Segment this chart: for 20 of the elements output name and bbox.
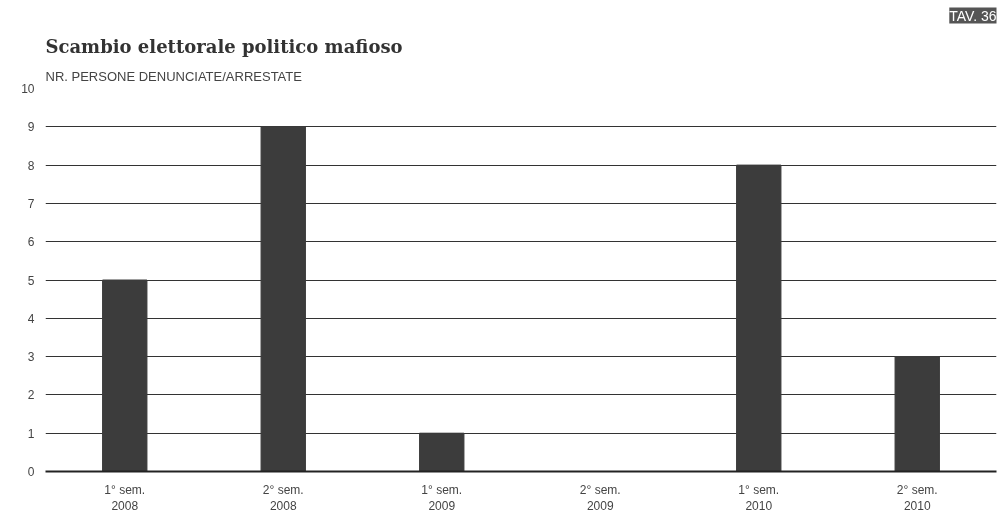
x-tick-label: 2° sem. 2010 [896, 482, 938, 514]
y-tick-label: 3 [27, 350, 35, 365]
x-tick-label: 2° sem. 2008 [262, 482, 304, 514]
y-tick-label: 7 [27, 196, 35, 211]
chart-subtitle: NR. PERSONE DENUNCIATE/ARRESTATE [45, 68, 303, 84]
y-tick-label: 8 [27, 158, 35, 173]
y-tick-label: 4 [27, 311, 35, 326]
x-tick-label: 1° sem. 2008 [104, 482, 146, 514]
x-tick-label: 1° sem. 2010 [738, 482, 780, 514]
y-tick-label: 1 [27, 426, 35, 441]
y-tick-label: 5 [27, 273, 35, 288]
x-tick-label: 2° sem. 2009 [579, 482, 621, 514]
y-tick-label: 2 [27, 388, 35, 403]
y-tick-label: 10 [21, 82, 35, 96]
y-tick-label: 6 [27, 235, 35, 250]
chart-title: Scambio elettorale politico mafioso [45, 35, 403, 57]
y-tick-label: 9 [27, 120, 35, 135]
x-tick-label: 1° sem. 2009 [421, 482, 463, 514]
y-tick-label: 0 [27, 465, 35, 479]
text: TAV. 36 [949, 7, 997, 24]
